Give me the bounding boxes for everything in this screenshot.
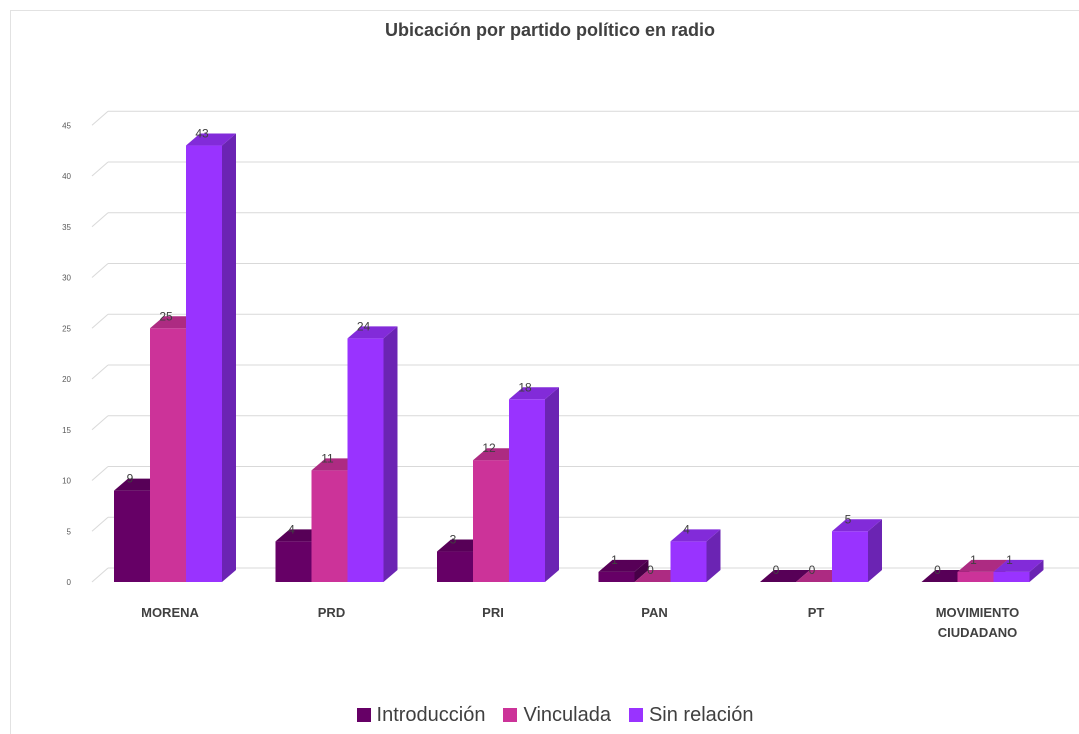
grid-diagonal (91, 567, 109, 583)
y-tick-label: 10 (62, 477, 71, 486)
data-label: 25 (159, 309, 173, 323)
bar-top (509, 387, 559, 400)
bar (957, 571, 994, 582)
bar-side (1029, 559, 1044, 582)
data-label: 0 (809, 563, 816, 577)
bar-top (186, 133, 236, 146)
legend-item: Vinculada (503, 704, 611, 727)
bar-top (598, 559, 649, 572)
chart-title: Ubicación por partido político en radio (384, 20, 716, 40)
bar (832, 531, 868, 582)
grid-diagonal (91, 516, 109, 532)
x-tick-label: PRD (318, 605, 345, 620)
y-tick-label: 15 (62, 426, 71, 435)
bar (437, 551, 473, 582)
x-tick-label: PT (808, 605, 825, 620)
grid-diagonal (91, 161, 109, 177)
legend-label: Introducción (376, 704, 486, 726)
x-tick-label: MOVIMIENTO (936, 605, 1020, 620)
grid-diagonal (91, 415, 109, 431)
data-label: 4 (288, 522, 295, 536)
bar-side (383, 326, 398, 582)
bar-top (957, 559, 1008, 572)
bar-side (868, 519, 882, 582)
y-tick-label: 35 (62, 223, 71, 232)
x-tick-label: MORENA (141, 605, 199, 620)
bar-top (832, 519, 882, 532)
data-label: 1 (1006, 553, 1013, 567)
bar-side (634, 559, 649, 582)
data-label: 18 (518, 380, 532, 394)
data-label: 11 (321, 451, 334, 465)
bar (186, 145, 222, 583)
bar-top (760, 570, 810, 582)
data-label: 24 (357, 319, 371, 333)
bar-side (545, 387, 559, 582)
bar (114, 490, 150, 582)
x-tick-label: PAN (641, 605, 667, 620)
y-tick-label: 40 (62, 172, 71, 181)
legend-label: Vinculada (523, 704, 611, 726)
y-tick-label: 25 (62, 324, 71, 333)
data-label: 4 (683, 522, 690, 536)
y-tick-label: 20 (62, 375, 71, 384)
x-tick-label: PRI (482, 605, 504, 620)
data-label: 9 (127, 472, 134, 486)
bar-top (993, 559, 1044, 572)
bar (509, 399, 545, 582)
data-label: 5 (845, 512, 852, 526)
data-label: 12 (482, 441, 496, 455)
grid-diagonal (91, 313, 109, 329)
legend-item: Sin relación (628, 704, 754, 727)
grid-diagonal (91, 212, 109, 228)
bar (598, 571, 635, 582)
legend-label: Sin relación (648, 704, 754, 726)
data-label: 3 (450, 533, 457, 547)
data-label: 43 (195, 127, 209, 141)
grid-diagonal (91, 466, 109, 481)
bar-side (222, 133, 236, 583)
y-tick-label: 45 (62, 121, 71, 130)
bar (311, 470, 348, 582)
y-tick-label: 5 (67, 527, 72, 536)
bar-top (347, 326, 398, 339)
legend-swatch (356, 708, 371, 722)
data-label: 0 (773, 563, 780, 577)
legend-item: Introducción (356, 704, 486, 727)
bar (150, 328, 186, 582)
bar (347, 338, 384, 582)
data-label: 1 (611, 553, 618, 567)
bar (670, 541, 707, 582)
data-label: 0 (647, 563, 654, 577)
legend-swatch (628, 708, 643, 722)
chart-frame (10, 10, 1079, 734)
bar (275, 541, 312, 582)
bar (993, 571, 1030, 582)
grid-diagonal (91, 110, 109, 126)
legend: Introducción Vinculada Sin relación (0, 704, 1079, 727)
grid-diagonal (91, 364, 109, 380)
grid-diagonal (91, 263, 109, 278)
x-tick-label: CIUDADANO (938, 625, 1017, 640)
bar (473, 460, 509, 582)
y-tick-label: 0 (67, 578, 72, 587)
data-label: 1 (970, 553, 977, 567)
bar-side (706, 529, 721, 582)
legend-swatch (503, 708, 518, 722)
y-tick-label: 30 (62, 274, 71, 283)
bar-top (670, 529, 721, 542)
data-label: 0 (934, 563, 941, 577)
